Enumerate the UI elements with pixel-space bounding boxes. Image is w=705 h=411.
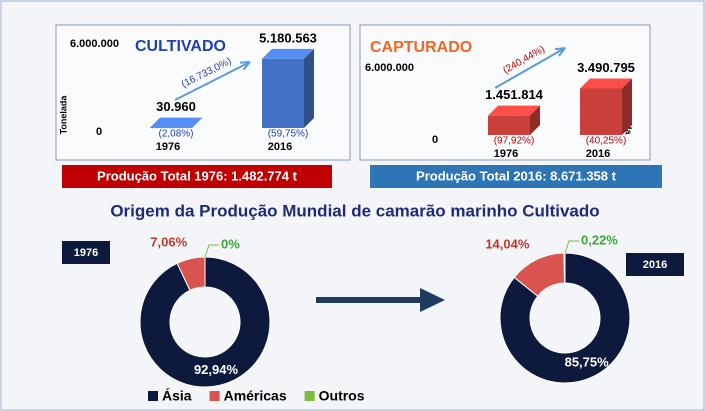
share-label: (40,25%) <box>586 136 627 147</box>
value-label: 14,04% <box>485 237 530 252</box>
bar-side <box>304 48 314 128</box>
legend-swatch <box>304 391 315 401</box>
banner <box>370 165 662 188</box>
value-label: 7,06% <box>150 234 187 249</box>
bar <box>580 78 632 135</box>
value-label: 1.451.814 <box>485 87 544 102</box>
donut-segment <box>499 252 631 384</box>
leader-line <box>564 240 579 254</box>
chart-title: CULTIVADO <box>135 38 226 55</box>
banner-text: Produção Total 2016: 8.671.358 t <box>416 168 617 183</box>
bar-side <box>192 117 202 128</box>
bar-top <box>150 117 202 128</box>
bar-top <box>488 105 540 116</box>
bar-top <box>580 78 632 89</box>
chart-title: 2016 <box>643 259 667 271</box>
arrow-head <box>420 288 445 312</box>
legend-label: Ásia <box>162 388 192 404</box>
bar-front <box>488 115 530 135</box>
share-label: (2,08%) <box>158 129 193 140</box>
bar <box>488 105 540 135</box>
x-tick-label: 1976 <box>494 148 518 160</box>
x-tick-label: 2016 <box>268 141 292 153</box>
growth-arrow-head <box>239 61 251 71</box>
banner <box>62 165 332 188</box>
y-tick-label: 0 <box>432 134 438 146</box>
bar-side <box>530 105 540 135</box>
share-label: (59,75%) <box>268 129 309 140</box>
growth-arrow <box>494 47 566 89</box>
banner-text: Produção Total 1976: 1.482.774 t <box>97 168 298 183</box>
value-label: 0% <box>221 236 240 251</box>
bar <box>262 48 314 128</box>
bar-top <box>262 48 314 59</box>
legend-label: Outros <box>319 388 365 404</box>
y-tick-label: 6.000.000 <box>365 62 414 74</box>
year-tag <box>626 253 684 276</box>
value-label: 85,75% <box>565 355 610 370</box>
donut-segment <box>139 256 271 388</box>
leader-line <box>204 244 219 258</box>
y-tick-label: 0 <box>96 126 102 138</box>
x-tick-label: 2016 <box>586 148 610 160</box>
bar <box>150 117 202 129</box>
heading: Origem da Produção Mundial de camarão ma… <box>110 201 599 220</box>
bar-front <box>262 58 304 128</box>
value-label: 92,94% <box>194 362 239 377</box>
chart-title: CAPTURADO <box>370 39 472 56</box>
axis-label: Tonelada <box>58 95 68 135</box>
growth-arrow <box>174 61 251 101</box>
growth-arrow-head <box>554 47 566 57</box>
chart-title: 1976 <box>74 247 98 259</box>
x-tick-label: 1976 <box>156 141 180 153</box>
bar-side <box>622 78 632 135</box>
share-label: (97,92%) <box>494 136 535 147</box>
value-label: 30.960 <box>156 99 196 114</box>
y-tick-label: 6.000.000 <box>70 38 119 50</box>
value-label: 3.490.795 <box>577 60 635 75</box>
legend-swatch <box>209 391 220 401</box>
value-label: 5.180.563 <box>259 30 317 45</box>
donut-segment <box>563 252 566 284</box>
legend-label: Américas <box>224 388 287 404</box>
value-label: 0,22% <box>581 232 618 247</box>
year-tag <box>62 241 110 264</box>
legend-swatch <box>148 391 158 401</box>
bar-front <box>580 88 622 135</box>
